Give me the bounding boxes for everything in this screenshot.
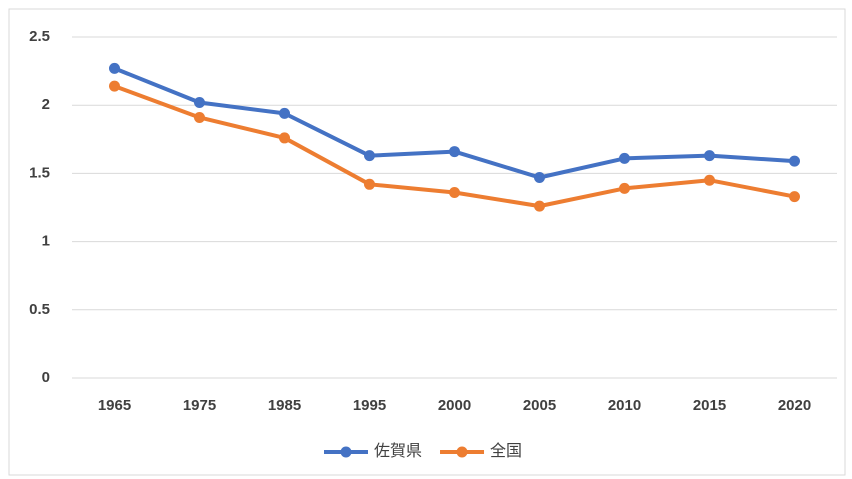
- legend-marker: [456, 446, 468, 458]
- data-point: [534, 171, 545, 183]
- data-point: [109, 62, 120, 74]
- x-tick-label: 1995: [353, 397, 386, 414]
- legend: 佐賀県 全国: [324, 442, 522, 460]
- legend-label: 佐賀県: [374, 442, 422, 460]
- data-point: [194, 96, 205, 108]
- legend-marker: [340, 446, 352, 458]
- x-tick-label: 2015: [693, 397, 726, 414]
- y-tick-label: 1: [42, 233, 50, 250]
- y-tick-label: 0.5: [29, 301, 50, 318]
- data-point: [619, 182, 630, 194]
- data-point: [194, 111, 205, 123]
- y-tick-label: 1.5: [29, 164, 50, 181]
- y-tick-label: 0: [42, 369, 50, 386]
- y-tick-label: 2.5: [29, 28, 50, 45]
- x-tick-label: 1985: [268, 397, 301, 414]
- data-point: [364, 178, 375, 190]
- data-point: [619, 152, 630, 164]
- data-point: [279, 107, 290, 119]
- data-point: [789, 155, 800, 167]
- data-point: [704, 174, 715, 186]
- data-point: [279, 132, 290, 144]
- data-point: [789, 191, 800, 203]
- data-point: [449, 186, 460, 198]
- x-tick-label: 1965: [98, 397, 131, 414]
- x-tick-label: 2020: [778, 397, 811, 414]
- data-point: [364, 150, 375, 162]
- x-tick-label: 2010: [608, 397, 641, 414]
- x-tick-label: 2000: [438, 397, 471, 414]
- legend-label: 全国: [490, 442, 522, 460]
- data-point: [449, 146, 460, 158]
- x-tick-label: 1975: [183, 397, 216, 414]
- y-tick-label: 2: [42, 96, 50, 113]
- data-point: [534, 200, 545, 212]
- data-point: [109, 80, 120, 92]
- data-point: [704, 150, 715, 162]
- x-tick-label: 2005: [523, 397, 556, 414]
